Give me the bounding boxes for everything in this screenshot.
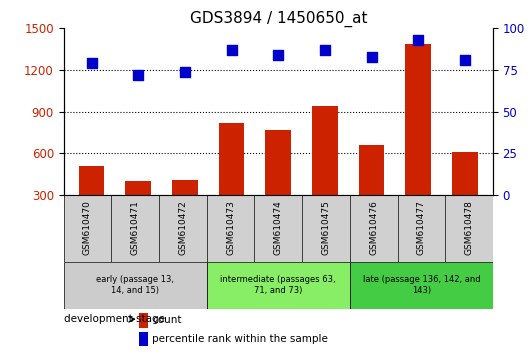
Point (227, 47, 236, 53)
Text: GSM610472: GSM610472 (179, 200, 187, 255)
Text: GSM610475: GSM610475 (322, 200, 330, 255)
Point (134, 72, 143, 78)
Text: count: count (153, 315, 182, 325)
Text: intermediate (passages 63,
71, and 73): intermediate (passages 63, 71, and 73) (220, 275, 336, 295)
Bar (405, 44, 431, 195)
Point (461, 57, 469, 63)
Bar (139, 313, 148, 327)
Text: GSM610476: GSM610476 (369, 200, 378, 255)
Text: GSM610470: GSM610470 (83, 200, 92, 255)
Point (181, 69, 189, 74)
Text: late (passage 136, 142, and
143): late (passage 136, 142, and 143) (363, 275, 480, 295)
Text: GSM610474: GSM610474 (274, 200, 282, 255)
Bar (139, 332, 148, 346)
Point (87, 61, 96, 66)
Bar (207, 262, 350, 309)
Point (321, 47, 329, 53)
Text: percentile rank within the sample: percentile rank within the sample (153, 334, 329, 344)
Text: development stage: development stage (64, 314, 165, 324)
Point (414, 37, 422, 43)
Bar (312, 106, 338, 195)
Point (367, 54, 376, 59)
Text: GSM610471: GSM610471 (131, 200, 139, 255)
Text: GSM610477: GSM610477 (417, 200, 426, 255)
Point (274, 52, 282, 58)
Bar (172, 180, 198, 195)
Title: GDS3894 / 1450650_at: GDS3894 / 1450650_at (190, 11, 367, 27)
Bar (452, 152, 478, 195)
Text: GSM610478: GSM610478 (465, 200, 473, 255)
Bar (79, 166, 104, 195)
Bar (266, 130, 291, 195)
Text: GSM610473: GSM610473 (226, 200, 235, 255)
Bar (359, 145, 384, 195)
Bar (126, 181, 151, 195)
Bar (350, 262, 493, 309)
Bar (219, 123, 244, 195)
Bar (64, 262, 207, 309)
Text: early (passage 13,
14, and 15): early (passage 13, 14, and 15) (96, 275, 174, 295)
